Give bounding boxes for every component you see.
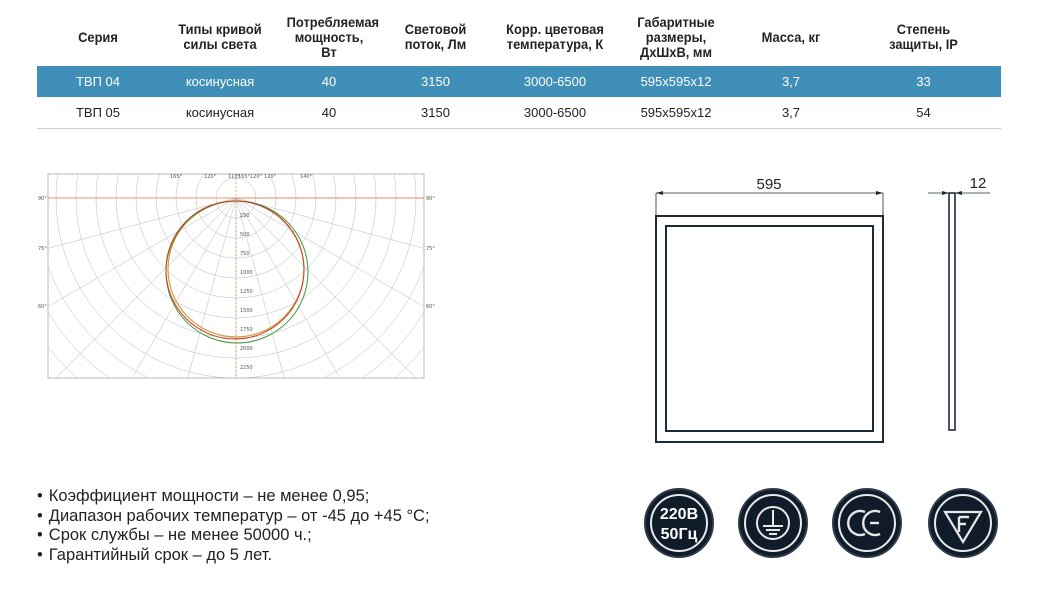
polar-left-angle-label: 60° [38, 304, 47, 310]
cell-flux: 3150 [377, 97, 494, 129]
polar-grid-ray [235, 197, 424, 249]
specs-notes-list: Коэффициент мощности – не менее 0,95; Ди… [37, 487, 430, 565]
cell-curve-type: косинусная [159, 97, 281, 129]
polar-right-angle-label: 60° [426, 304, 435, 310]
polar-grid-ray [235, 197, 424, 307]
table-row: ТВП 05 косинусная 40 3150 3000-6500 595х… [37, 97, 1001, 129]
polar-radial-label: 500 [240, 232, 250, 238]
polar-radial-label: 250 [240, 213, 250, 219]
note-temperature-range: Диапазон рабочих температур – от -45 до … [37, 507, 430, 527]
polar-radial-label: 1500 [240, 308, 253, 314]
cell-mass: 3,7 [736, 66, 846, 97]
polar-grid-ray [235, 197, 285, 378]
polar-top-angle-label: 165° [238, 174, 251, 180]
table-row: ТВП 04 косинусная 40 3150 3000-6500 595х… [37, 66, 1001, 97]
ground-badge [738, 488, 808, 558]
note-service-life: Срок службы – не менее 50000 ч.; [37, 526, 430, 546]
f-mark-badge [928, 488, 998, 558]
polar-radial-label: 750 [240, 251, 250, 257]
polar-grid-ray [235, 197, 417, 378]
polar-left-angle-label: 90° [38, 196, 47, 202]
cell-temperature: 3000-6500 [494, 97, 616, 129]
panel-front-outline [655, 215, 884, 443]
frequency-label: 50Гц [660, 526, 698, 543]
cell-power: 40 [281, 97, 377, 129]
panel-inner-frame [665, 225, 874, 432]
cell-mass: 3,7 [736, 97, 846, 129]
polar-radial-label: 1750 [240, 327, 253, 333]
polar-left-angle-label: 75° [38, 246, 47, 252]
header-color-temperature: Корр. цветовая температура, К [506, 21, 604, 52]
polar-grid-ring [48, 265, 424, 378]
polar-radial-label: 1000 [240, 270, 253, 276]
table-header-row: Серия Типы кривой силы света Потребляемая… [37, 8, 1001, 66]
cell-series: ТВП 05 [37, 97, 159, 129]
header-mass: Масса, кг [761, 28, 821, 45]
polar-right-angle-label: 90° [426, 196, 435, 202]
dimension-drawing: 595 12 [655, 175, 990, 443]
voltage-label: 220В [659, 506, 699, 523]
cell-curve-type: косинусная [159, 66, 281, 97]
polar-grid-ray [187, 197, 237, 378]
cell-dimensions: 595х595х12 [616, 66, 736, 97]
polar-grid-ray [131, 197, 237, 378]
thickness-label: 12 [970, 175, 987, 192]
header-series: Серия [78, 28, 118, 45]
header-curve-type: Типы кривой силы света [178, 21, 262, 52]
panel-side-outline [948, 192, 956, 431]
cell-dimensions: 595х595х12 [616, 97, 736, 129]
polar-radial-label: 2250 [240, 365, 253, 371]
polar-top-angle-label: 120° [264, 174, 277, 180]
arrow-thickness-left-icon [942, 191, 949, 195]
cell-temperature: 3000-6500 [494, 66, 616, 97]
polar-top-angle-label: 165° [170, 174, 183, 180]
f-triangle-mark-icon [943, 510, 983, 545]
cell-ip: 33 [846, 66, 1001, 97]
arrow-thickness-right-icon [955, 191, 962, 195]
polar-curve-2 [165, 200, 305, 340]
polar-top-angle-label: 120° [250, 174, 263, 180]
cell-flux: 3150 [377, 66, 494, 97]
header-dimensions: Габаритные размеры, ДхШхВ, мм [637, 13, 715, 60]
header-ip-rating: Степень защиты, IP [889, 21, 958, 52]
polar-top-angle-label: 120° [204, 174, 217, 180]
note-power-factor: Коэффициент мощности – не менее 0,95; [37, 487, 430, 507]
polar-grid-ray [235, 197, 341, 378]
polar-right-angle-label: 75° [426, 246, 435, 252]
voltage-badge: 220В 50Гц [644, 488, 714, 558]
specs-table: Серия Типы кривой силы света Потребляемая… [37, 8, 1001, 129]
polar-top-angle-label: 110° [228, 174, 241, 180]
cell-power: 40 [281, 66, 377, 97]
width-label: 595 [756, 176, 781, 193]
note-warranty: Гарантийный срок – до 5 лет. [37, 546, 430, 566]
header-power: Потребляемая мощность, Вт [286, 13, 380, 60]
polar-grid-ray [48, 197, 237, 249]
polar-radial-label: 1250 [240, 289, 253, 295]
cell-ip: 54 [846, 97, 1001, 129]
polar-radial-label: 2000 [240, 346, 253, 352]
polar-grid-ray [55, 197, 237, 378]
polar-top-angle-label: 140° [300, 174, 313, 180]
arrow-left-icon [656, 191, 663, 195]
header-luminous-flux: Световой поток, Лм [404, 21, 467, 52]
ce-mark-icon [847, 509, 881, 537]
arrow-right-icon [876, 191, 883, 195]
ground-symbol-icon [756, 506, 790, 540]
cell-series: ТВП 04 [37, 66, 159, 97]
ce-badge [832, 488, 902, 558]
polar-grid-ray [48, 197, 237, 307]
